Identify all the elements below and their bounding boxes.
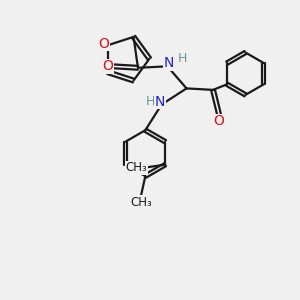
Text: CH₃: CH₃ xyxy=(125,161,147,174)
Text: CH₃: CH₃ xyxy=(130,196,152,208)
Text: O: O xyxy=(102,59,113,73)
Text: H: H xyxy=(178,52,188,64)
Text: O: O xyxy=(98,37,109,51)
Text: O: O xyxy=(214,114,224,128)
Text: H: H xyxy=(146,94,155,108)
Text: N: N xyxy=(164,56,174,70)
Text: N: N xyxy=(155,95,165,109)
